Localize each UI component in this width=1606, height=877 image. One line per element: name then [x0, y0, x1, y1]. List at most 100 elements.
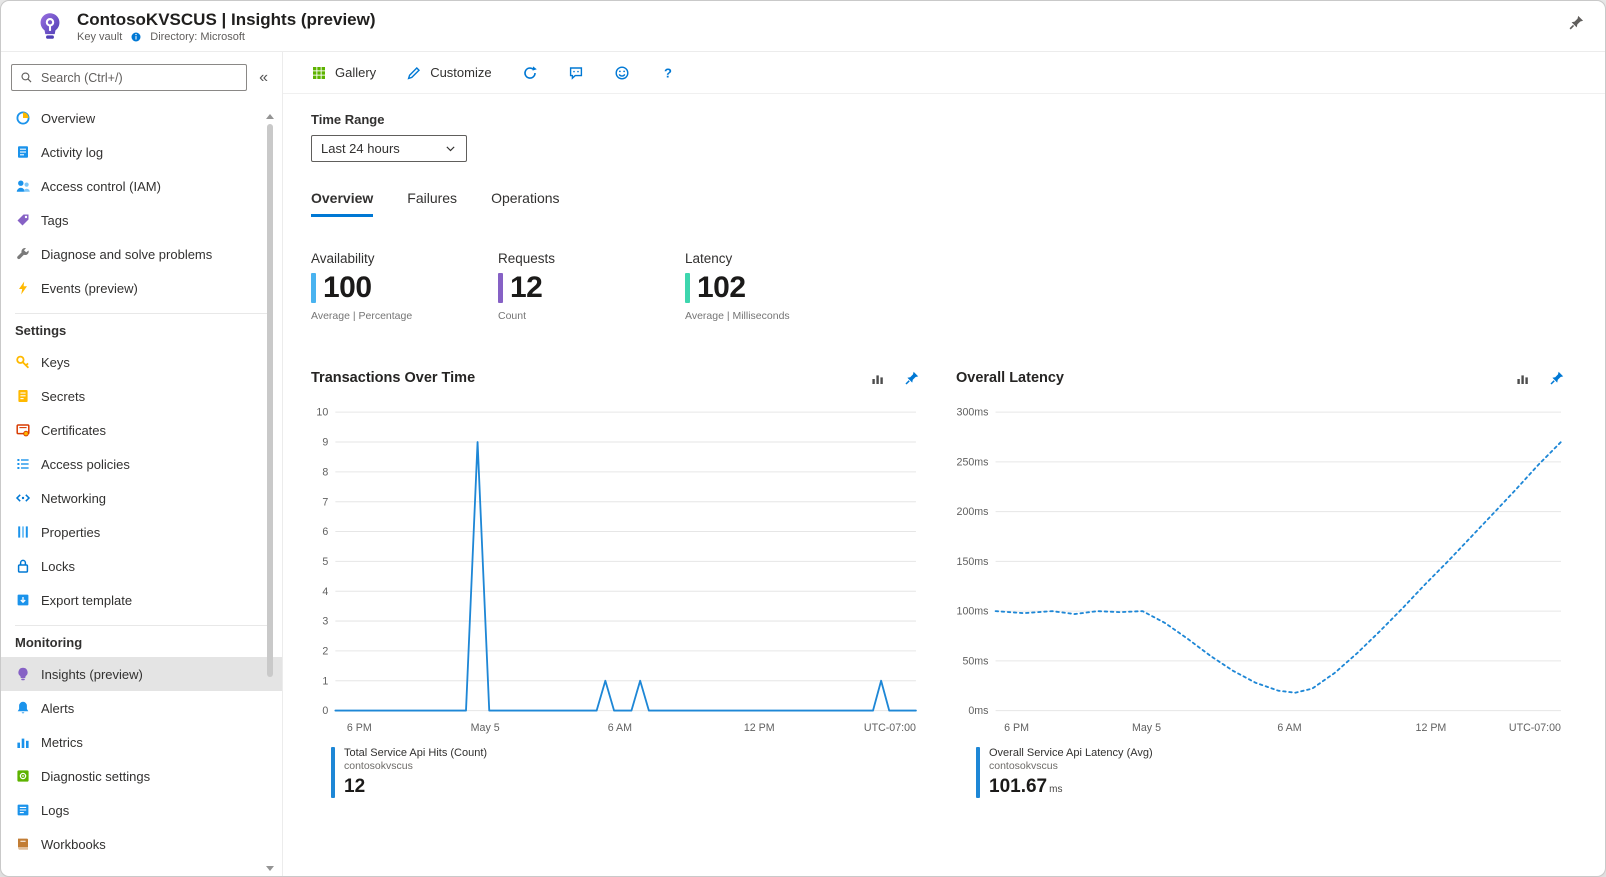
sidebar-item-label: Tags [41, 212, 69, 228]
svg-text:6: 6 [322, 526, 328, 538]
metric-value: 100 [323, 271, 372, 304]
sidebar-item-export-template[interactable]: Export template [1, 583, 282, 617]
sidebar-scrollbar[interactable] [266, 114, 274, 871]
legend-resource-name: contosokvscus [344, 760, 413, 772]
sidebar-item-locks[interactable]: Locks [1, 549, 282, 583]
sidebar-item-diagnostic-settings[interactable]: Diagnostic settings [1, 759, 282, 793]
help-button[interactable]: ? [660, 65, 676, 81]
sidebar-item-label: Certificates [41, 422, 107, 438]
sidebar-item-access-policies[interactable]: Access policies [1, 447, 282, 481]
open-in-metrics-icon[interactable] [1515, 370, 1531, 386]
refresh-button[interactable] [522, 65, 538, 81]
overview-icon [15, 110, 31, 126]
legend-value: 101.67 ms [989, 776, 1063, 797]
tab-overview[interactable]: Overview [311, 190, 374, 217]
sidebar-item-label: Access policies [41, 456, 130, 472]
sidebar-item-label: Logs [41, 802, 70, 818]
chart-legend: Total Service Api Hits (Count) contosokvs… [331, 747, 920, 798]
feedback-button[interactable] [568, 65, 584, 81]
directory-label: Directory: Microsoft [150, 31, 245, 44]
customize-icon [406, 65, 422, 81]
time-range-select[interactable]: Last 24 hours [311, 135, 467, 162]
svg-text:May 5: May 5 [1132, 722, 1161, 734]
customize-button[interactable]: Customize [406, 65, 492, 81]
metric-value-row: 100 [311, 273, 498, 303]
sidebar-item-certificates[interactable]: Certificates [1, 413, 282, 447]
legend-texts: Overall Service Api Latency (Avg) contoso… [989, 747, 1153, 798]
legend-unit: ms [1049, 784, 1063, 795]
svg-text:3: 3 [322, 616, 328, 628]
chart-title: Transactions Over Time [311, 370, 476, 386]
metric-color-bar [311, 273, 316, 303]
sidebar-search-row: « [1, 64, 282, 101]
info-icon[interactable] [130, 31, 142, 43]
svg-text:12 PM: 12 PM [744, 722, 775, 734]
metric-tile-requests: Requests 12 Count [498, 251, 685, 322]
sidebar-item-diagnose-and-solve-problems[interactable]: Diagnose and solve problems [1, 237, 282, 271]
sidebar-item-events-preview[interactable]: Events (preview) [1, 271, 282, 305]
metric-color-bar [685, 273, 690, 303]
sidebar-item-metrics[interactable]: Metrics [1, 725, 282, 759]
svg-text:6 AM: 6 AM [608, 722, 632, 734]
sidebar-item-label: Access control (IAM) [41, 178, 161, 194]
customize-label: Customize [430, 65, 492, 80]
chart-plot-overall-latency: 0ms 50ms 100ms 150ms 200ms 250ms 300ms 6 PM May … [957, 407, 1562, 734]
command-bar: Gallery Customize? [283, 52, 1605, 94]
activity-log-icon [15, 144, 31, 160]
alerts-icon [15, 700, 31, 716]
sidebar-item-label: Networking [41, 490, 107, 506]
sidebar-item-networking[interactable]: Networking [1, 481, 282, 515]
sidebar-item-insights-preview[interactable]: Insights (preview) [1, 657, 282, 691]
tab-failures[interactable]: Failures [407, 190, 458, 206]
sidebar-item-tags[interactable]: Tags [1, 203, 282, 237]
sidebar-item-secrets[interactable]: Secrets [1, 379, 282, 413]
chart-panel-transactions-over-time: Transactions Over Time 0 1 2 3 4 5 6 7 8 9 10 6 PM Ma… [311, 370, 920, 798]
resource-type-label: Key vault [77, 31, 123, 44]
metric-color-bar [498, 273, 503, 303]
send-a-smile-button[interactable] [614, 65, 630, 81]
chevron-down-icon [444, 142, 457, 155]
pin-chart-icon[interactable] [1549, 370, 1565, 386]
gallery-button[interactable]: Gallery [311, 65, 376, 81]
sidebar-item-activity-log[interactable]: Activity log [1, 135, 282, 169]
svg-text:May 5: May 5 [471, 722, 500, 734]
metric-label: Latency [685, 251, 733, 266]
sidebar-group-divider [15, 625, 268, 626]
sidebar-item-alerts[interactable]: Alerts [1, 691, 282, 725]
sidebar-item-overview[interactable]: Overview [1, 101, 282, 135]
networking-icon [15, 490, 31, 506]
smiley-icon [614, 65, 630, 81]
pin-chart-icon[interactable] [904, 370, 920, 386]
svg-text:1: 1 [322, 675, 328, 687]
tab-operations[interactable]: Operations [491, 190, 560, 206]
metrics-icon [15, 734, 31, 750]
sidebar-item-properties[interactable]: Properties [1, 515, 282, 549]
sidebar-section-monitoring: Monitoring [15, 635, 83, 650]
diagnostic-settings-icon [15, 768, 31, 784]
sidebar-item-workbooks[interactable]: Workbooks [1, 827, 282, 861]
svg-text:50ms: 50ms [962, 655, 988, 667]
sidebar-item-label: Activity log [41, 144, 104, 160]
scrollbar-thumb[interactable] [267, 124, 273, 677]
svg-text:0ms: 0ms [968, 705, 988, 717]
sidebar-item-keys[interactable]: Keys [1, 345, 282, 379]
scrollbar-down-arrow[interactable] [266, 866, 274, 871]
sidebar-item-logs[interactable]: Logs [1, 793, 282, 827]
search-input[interactable] [39, 69, 239, 86]
collapse-sidebar-button[interactable]: « [255, 69, 272, 86]
legend-metric-name: Total Service Api Hits (Count) [344, 747, 488, 759]
chart-legend: Overall Service Api Latency (Avg) contoso… [976, 747, 1565, 798]
search-box[interactable] [11, 64, 248, 91]
time-range-label: Time Range [311, 112, 385, 127]
chart-header: Transactions Over Time [311, 370, 920, 386]
scrollbar-up-arrow[interactable] [266, 114, 274, 119]
feedback-icon [568, 65, 584, 81]
sidebar-item-label: Diagnostic settings [41, 768, 151, 784]
metric-tile-latency: Latency 102 Average | Milliseconds [685, 251, 872, 322]
open-in-metrics-icon[interactable] [870, 370, 886, 386]
certificates-icon [15, 422, 31, 438]
key-vault-insights-icon [35, 11, 65, 46]
pin-blade-icon[interactable] [1568, 14, 1585, 36]
sidebar-item-access-control-iam[interactable]: Access control (IAM) [1, 169, 282, 203]
